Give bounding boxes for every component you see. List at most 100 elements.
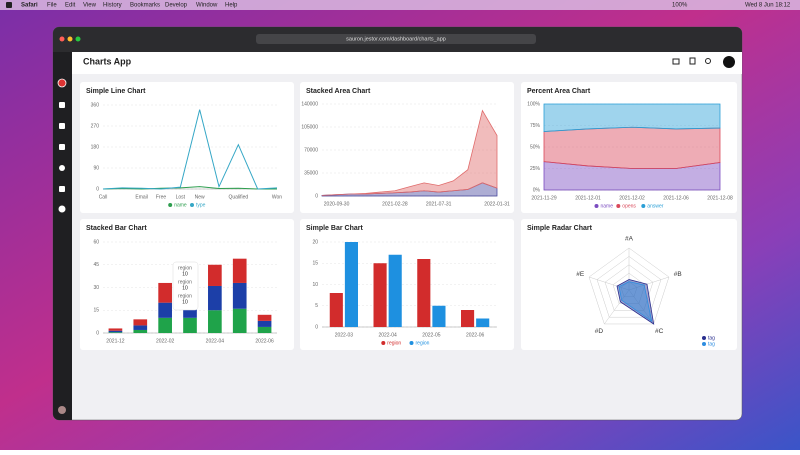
chart-panel: [80, 82, 294, 213]
close-button[interactable]: [59, 36, 65, 42]
chart-title: Simple Line Chart: [86, 88, 146, 95]
y-tick-label: 140000: [301, 101, 318, 107]
menu-item[interactable]: Bookmarks: [130, 3, 160, 9]
x-tick-label: 2021-07-31: [426, 201, 452, 207]
y-tick-label: 75%: [530, 123, 541, 129]
radar-axis-label: #A: [625, 235, 634, 242]
bar: [257, 326, 272, 333]
radar-area: [616, 279, 655, 325]
y-tick-label: 25%: [530, 166, 541, 172]
x-tick-label: 2022-02: [156, 338, 175, 344]
x-tick-label: 2022-04: [378, 332, 397, 338]
menu-item[interactable]: View: [83, 3, 97, 9]
legend-label: answer: [647, 203, 663, 209]
bar: [461, 310, 475, 327]
legend-swatch: [702, 336, 706, 340]
clock: Wed 8 Jun 18:12: [745, 3, 791, 9]
chart-title: Percent Area Chart: [527, 88, 591, 95]
x-tick-label: 2022-03: [335, 332, 354, 338]
tooltip-value: 10: [182, 285, 188, 291]
legend-swatch: [190, 203, 194, 207]
bar: [208, 264, 222, 286]
x-tick-label: 2021-12-01: [575, 195, 601, 201]
radar-axis-label: #D: [595, 328, 604, 335]
chart-title: Stacked Area Chart: [306, 88, 371, 95]
legend-swatch: [168, 203, 173, 207]
header-icon[interactable]: [689, 57, 696, 65]
y-tick-label: 0%: [533, 187, 541, 193]
menu-app[interactable]: Safari: [21, 3, 38, 9]
x-tick-label: 2021-02-28: [382, 201, 408, 207]
line: [102, 109, 278, 190]
chart-title: Stacked Bar Chart: [86, 225, 147, 232]
y-tick-label: 35000: [304, 170, 318, 176]
sidebar-icon[interactable]: [59, 165, 65, 171]
sidebar-icon[interactable]: [59, 102, 65, 108]
apple-icon[interactable]: [6, 2, 12, 8]
avatar[interactable]: [58, 406, 66, 414]
area: [543, 126, 721, 169]
radar-axis-label: #B: [674, 271, 682, 278]
chart-title: Simple Bar Chart: [306, 225, 363, 232]
legend-swatch: [409, 341, 414, 345]
area: [321, 109, 498, 196]
minimize-button[interactable]: [67, 36, 73, 42]
x-tick-label: Lost: [176, 194, 186, 200]
x-tick-label: 2022-06: [466, 332, 485, 338]
bar: [344, 242, 358, 327]
tooltip-label: region: [178, 293, 192, 299]
y-tick-label: 5: [315, 303, 318, 309]
address-bar[interactable]: [256, 34, 536, 44]
legend-label: region: [387, 340, 401, 346]
bar: [432, 305, 446, 327]
sidebar-icon[interactable]: [58, 205, 66, 213]
legend-label: name: [174, 202, 187, 208]
sidebar: [53, 52, 72, 420]
battery: 100%: [672, 3, 688, 9]
menu-item[interactable]: Help: [225, 3, 238, 9]
radar-ring: [604, 264, 654, 311]
y-tick-label: 360: [91, 102, 100, 108]
y-tick-label: 0: [315, 324, 318, 330]
bar: [108, 332, 123, 333]
radar-axis-label: #C: [655, 328, 664, 335]
menu-item[interactable]: Window: [196, 3, 218, 9]
tooltip-value: 10: [182, 299, 188, 305]
sidebar-icon[interactable]: [57, 78, 67, 88]
radar-axis-label: #E: [576, 271, 585, 278]
legend-swatch: [702, 342, 706, 346]
x-tick-label: New: [195, 194, 205, 200]
menu: Safari File Edit View History Bookmarks …: [21, 3, 791, 9]
sidebar-icon[interactable]: [59, 186, 65, 192]
legend-label: tag: [708, 341, 715, 347]
radar-ring: [620, 281, 638, 298]
legend-label: region: [416, 340, 430, 346]
legend-label: type: [196, 202, 206, 208]
menu-item[interactable]: History: [103, 3, 122, 9]
radar-spoke: [588, 276, 630, 291]
y-tick-label: 70000: [304, 147, 318, 153]
sidebar-icon[interactable]: [59, 144, 65, 150]
radar-spoke: [628, 276, 670, 291]
bar: [329, 293, 343, 327]
bar: [417, 259, 431, 327]
menu-item[interactable]: Develop: [165, 3, 188, 9]
chart-panel: [521, 82, 737, 213]
x-tick-label: Won: [272, 194, 282, 200]
y-tick-label: 30: [93, 285, 99, 291]
bar: [388, 254, 402, 327]
menu-item[interactable]: File: [47, 3, 57, 9]
header-icon[interactable]: [705, 58, 711, 64]
x-tick-label: 2022-06: [255, 338, 274, 344]
x-tick-label: 2020-09-30: [324, 201, 350, 207]
zoom-button[interactable]: [75, 36, 81, 42]
add-button[interactable]: [723, 56, 735, 68]
bar: [208, 310, 222, 333]
legend-label: tag: [708, 335, 715, 341]
bar: [108, 330, 123, 333]
sidebar-icon[interactable]: [59, 123, 65, 129]
radar-spoke: [604, 289, 630, 325]
header-icon[interactable]: [672, 58, 680, 65]
menu-item[interactable]: Edit: [65, 3, 76, 9]
